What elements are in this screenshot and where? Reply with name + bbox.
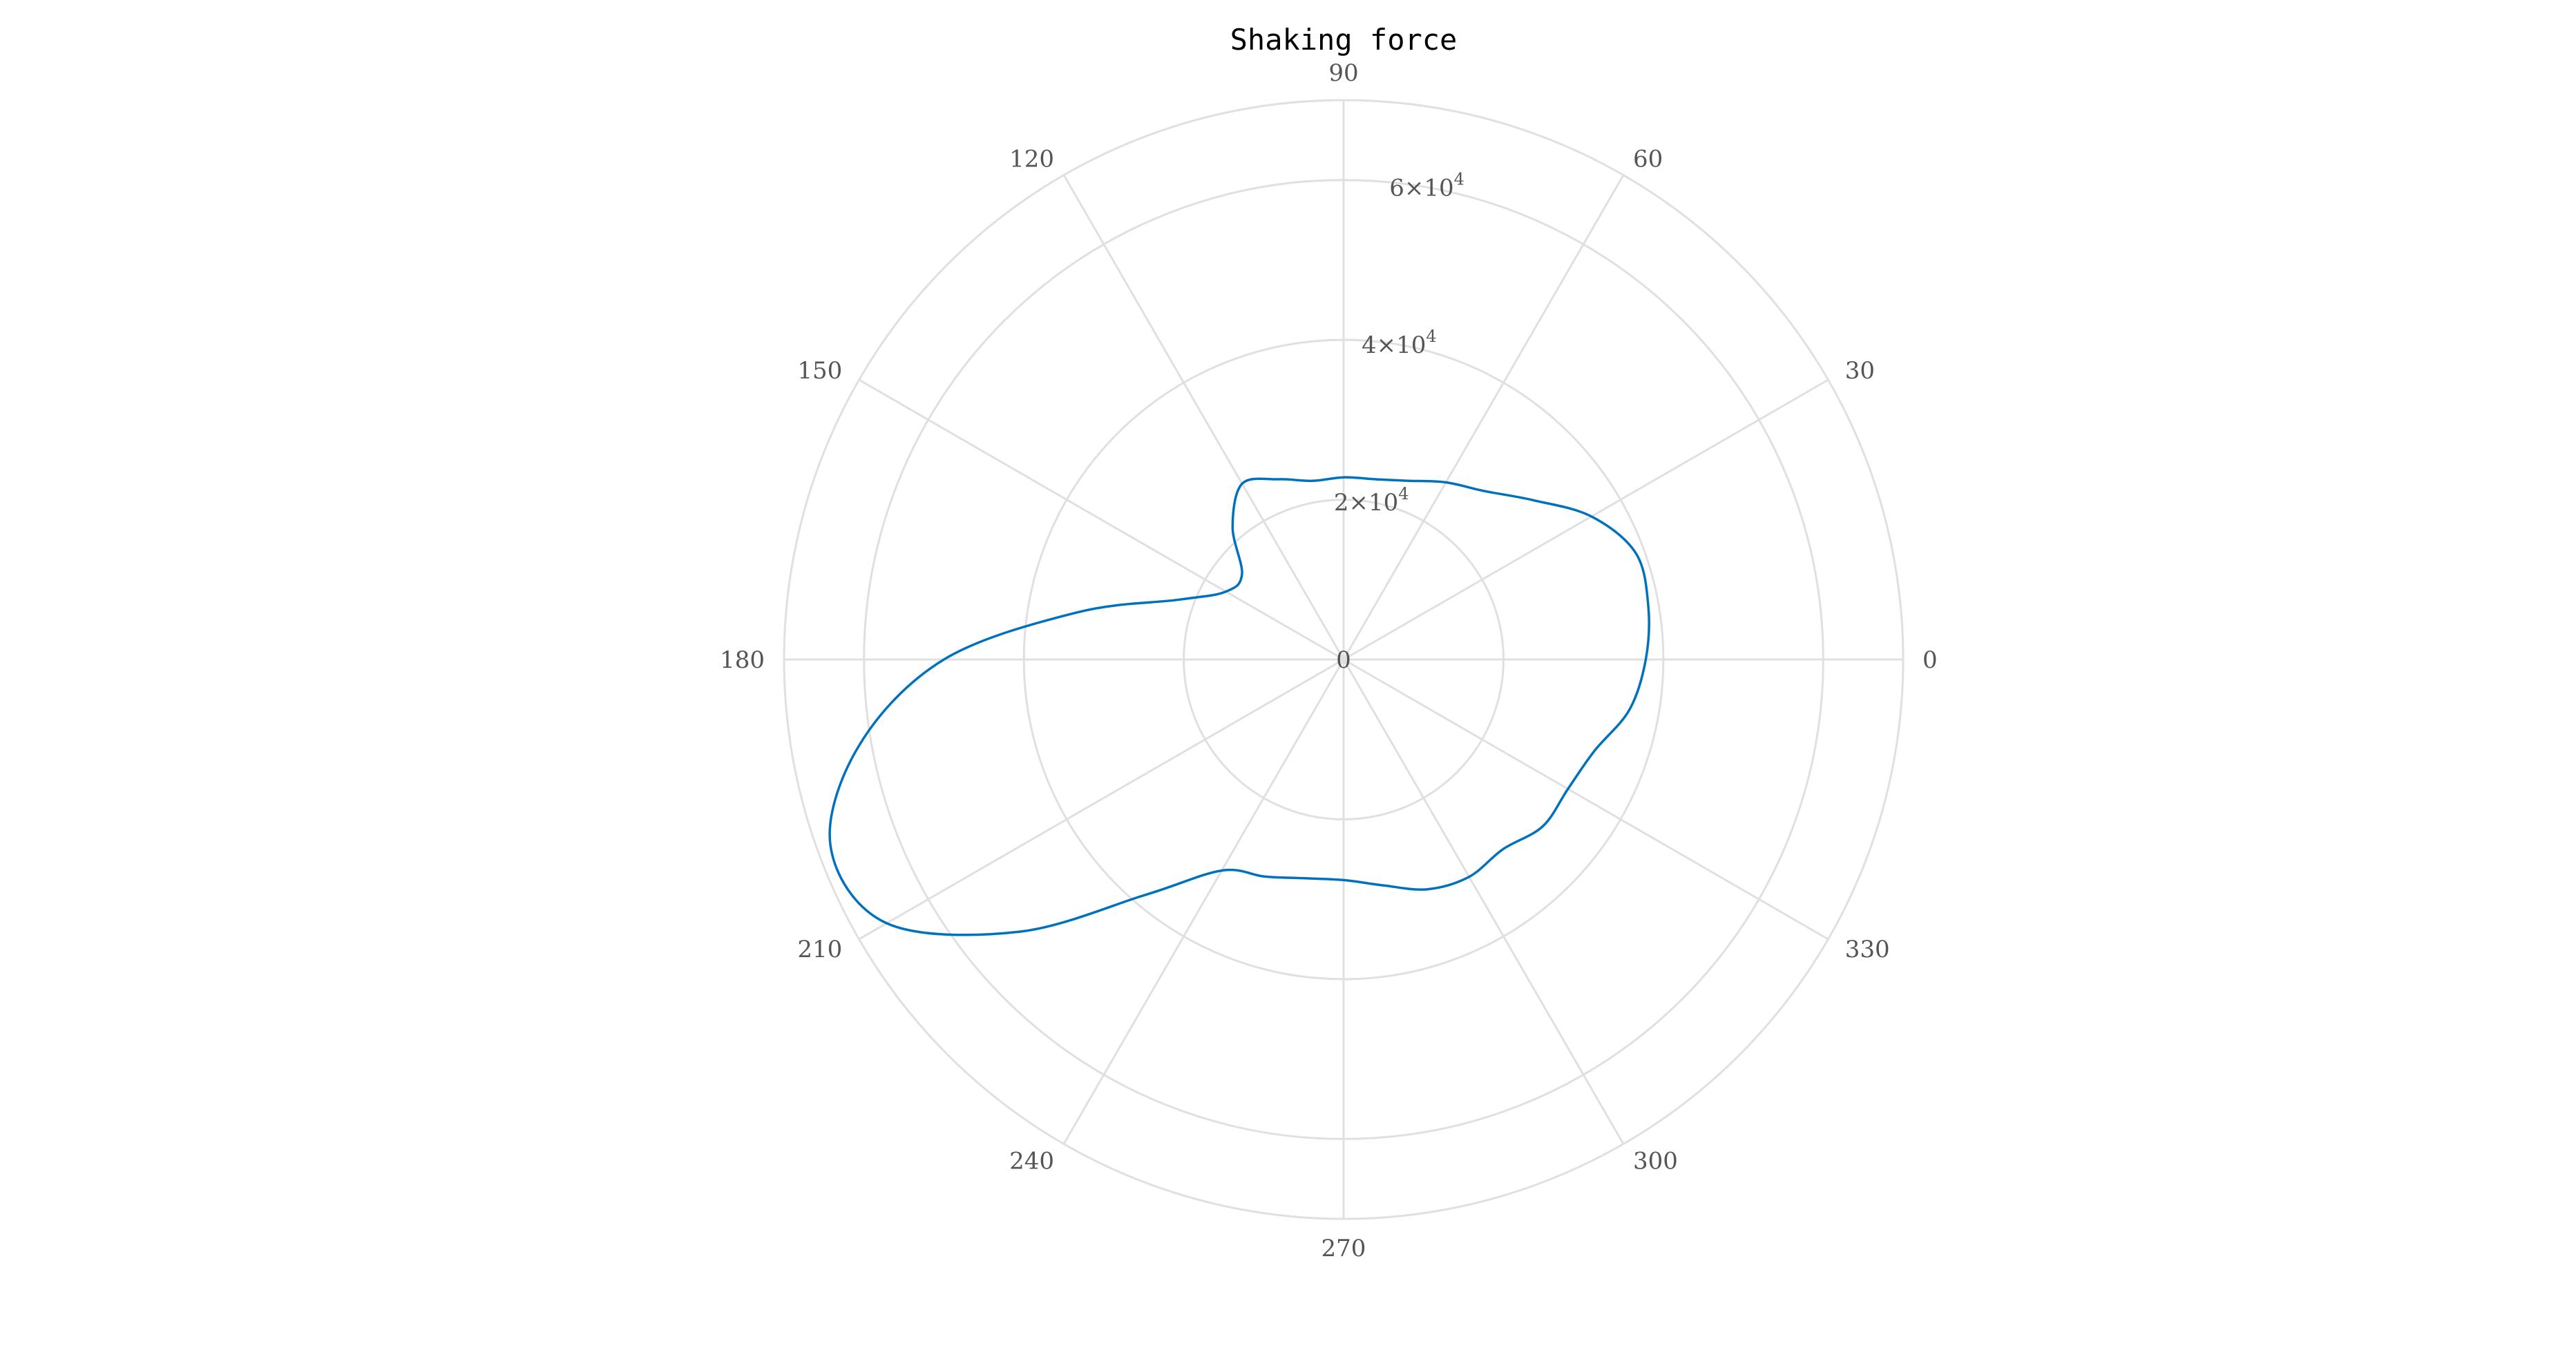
radial-tick-60000: 6×104 (1389, 169, 1464, 202)
ring-20000 (1183, 499, 1505, 820)
data-series-group (828, 476, 1650, 936)
angle-tick-180: 180 (720, 646, 765, 674)
radial-tick-0: 0 (1336, 646, 1351, 674)
angle-tick-120: 120 (1009, 145, 1054, 173)
spoke-330 (1343, 658, 1829, 941)
series-line-0 (828, 476, 1650, 936)
angle-tick-270: 270 (1322, 1235, 1366, 1262)
angle-tick-90: 90 (1328, 59, 1358, 87)
radial-tick-40000: 4×104 (1362, 327, 1437, 359)
angle-tick-30: 30 (1845, 357, 1875, 385)
spoke-210 (858, 658, 1344, 941)
angle-tick-labels: 0 30 60 90 120 150 180 210 240 270 300 330 (720, 59, 1938, 1262)
angle-tick-300: 300 (1633, 1148, 1678, 1175)
spoke-30 (1343, 378, 1829, 661)
angle-tick-0: 0 (1923, 646, 1938, 674)
angle-tick-60: 60 (1633, 145, 1663, 173)
angle-tick-330: 330 (1845, 936, 1890, 963)
spoke-150 (858, 378, 1344, 661)
radial-tick-labels: 0 2×104 4×104 6×104 (1334, 169, 1464, 674)
angle-tick-150: 150 (797, 357, 842, 385)
chart-title: Shaking force (1230, 23, 1458, 57)
spoke-300 (1342, 659, 1625, 1145)
angle-tick-240: 240 (1009, 1148, 1054, 1175)
ring-70000 (783, 99, 1905, 1220)
spoke-120 (1062, 174, 1345, 660)
spoke-240 (1062, 659, 1345, 1145)
ring-60000 (863, 179, 1824, 1140)
spoke-60 (1342, 174, 1625, 660)
radial-tick-20000: 2×104 (1334, 484, 1409, 517)
ring-40000 (1022, 338, 1665, 981)
angle-tick-210: 210 (797, 936, 842, 963)
angular-gridlines (784, 100, 1903, 1219)
radial-gridlines (783, 99, 1905, 1220)
